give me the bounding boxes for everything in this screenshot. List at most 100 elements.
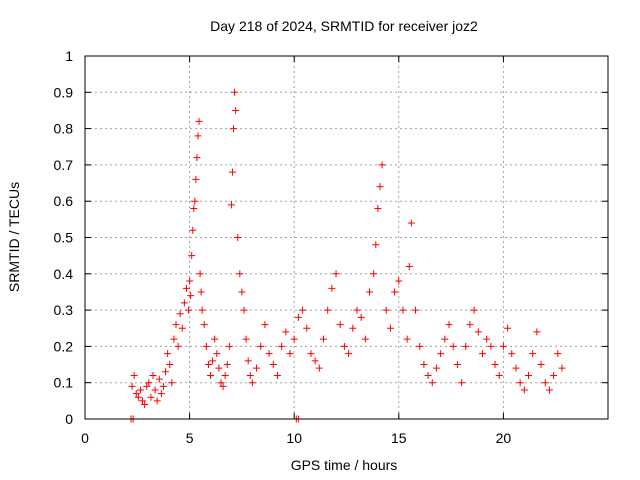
data-point (136, 386, 144, 394)
data-point (512, 364, 520, 372)
data-point (164, 350, 172, 358)
data-point (197, 288, 205, 296)
data-point (186, 277, 194, 285)
x-tick-label: 0 (81, 430, 89, 446)
data-point (311, 357, 319, 365)
data-point (487, 342, 495, 350)
data-point (132, 390, 140, 398)
data-point (453, 361, 461, 369)
data-point (228, 168, 236, 176)
data-point (328, 284, 336, 292)
y-tick-label: 0.7 (54, 157, 74, 173)
data-point (449, 342, 457, 350)
data-point (232, 106, 240, 114)
y-tick-label: 0.8 (54, 121, 74, 137)
data-point (504, 324, 512, 332)
data-point (407, 219, 415, 227)
data-point (225, 342, 233, 350)
y-tick-label: 0.4 (54, 266, 74, 282)
data-point (168, 379, 176, 387)
data-point (336, 321, 344, 329)
data-point (508, 350, 516, 358)
data-point (378, 161, 386, 169)
data-point (139, 397, 147, 405)
data-point (545, 386, 553, 394)
data-point (242, 335, 250, 343)
data-point (499, 342, 507, 350)
data-point (170, 335, 178, 343)
data-point (207, 371, 215, 379)
data-point (349, 324, 357, 332)
data-point (428, 379, 436, 387)
data-point (273, 371, 281, 379)
data-point (193, 154, 201, 162)
data-point (185, 306, 193, 314)
data-point (516, 379, 524, 387)
data-point (491, 361, 499, 369)
y-tick-label: 0 (65, 411, 73, 427)
data-point (412, 306, 420, 314)
data-point (495, 371, 503, 379)
data-point (307, 350, 315, 358)
data-point (182, 284, 190, 292)
data-point (244, 357, 252, 365)
data-point (143, 382, 151, 390)
data-point (299, 306, 307, 314)
data-point (130, 371, 138, 379)
data-point (166, 361, 174, 369)
data-point (265, 350, 273, 358)
x-tick-label: 10 (286, 430, 302, 446)
data-point (340, 342, 348, 350)
data-point (478, 350, 486, 358)
data-point (204, 361, 212, 369)
data-point (357, 313, 365, 321)
data-point (466, 321, 474, 329)
data-point (187, 292, 195, 300)
y-tick-label: 0.6 (54, 193, 74, 209)
y-tick-label: 0.3 (54, 302, 74, 318)
data-points (127, 88, 566, 423)
data-point (282, 328, 290, 336)
data-point (537, 361, 545, 369)
y-axis-label: SRMTID / TECUs (6, 182, 22, 292)
data-point (261, 321, 269, 329)
data-point (198, 306, 206, 314)
data-point (278, 342, 286, 350)
data-point (269, 361, 277, 369)
data-point (470, 306, 478, 314)
data-point (223, 361, 231, 369)
data-point (395, 277, 403, 285)
data-point (290, 335, 298, 343)
data-point (246, 371, 254, 379)
data-point (370, 270, 378, 278)
data-point (209, 357, 217, 365)
data-point (157, 390, 165, 398)
data-point (178, 324, 186, 332)
data-point (319, 335, 327, 343)
data-point (174, 342, 182, 350)
data-point (196, 270, 204, 278)
data-point (234, 234, 242, 241)
data-point (128, 382, 136, 390)
data-point (217, 379, 225, 387)
data-point (153, 397, 161, 405)
data-point (416, 342, 424, 350)
data-point (324, 306, 332, 314)
data-point (191, 197, 199, 205)
data-point (286, 350, 294, 358)
data-point (525, 371, 533, 379)
x-tick-label: 20 (496, 430, 512, 446)
data-point (180, 299, 188, 307)
data-point (386, 324, 394, 332)
data-point (432, 364, 440, 372)
data-point (345, 350, 353, 358)
data-point (483, 335, 491, 343)
data-point (236, 270, 244, 278)
data-point (405, 263, 413, 271)
data-point (376, 183, 384, 191)
x-tick-label: 5 (186, 430, 194, 446)
data-point (558, 364, 566, 372)
data-point (424, 371, 432, 379)
y-tick-label: 0.1 (54, 375, 74, 391)
